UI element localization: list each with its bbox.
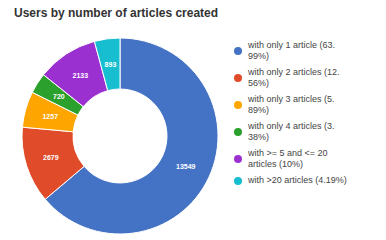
html-text:with only 1 article (63. 99%): with only 1 article (63. 99%): [248, 40, 335, 61]
html-text:Users by number of articles cr: Users by number of articles created: [14, 6, 219, 20]
html-text:with only 2 articles (12. 56%): with only 2 articles (12. 56%): [248, 67, 340, 88]
svg-text:2679: 2679: [43, 154, 59, 161]
svg-text:2133: 2133: [72, 72, 88, 79]
html-text:with only 4 articles (3. 38%): with only 4 articles (3. 38%): [248, 121, 335, 142]
svg-text:13549: 13549: [176, 163, 196, 170]
svg-text:893: 893: [105, 61, 117, 68]
svg-text:720: 720: [53, 93, 65, 100]
html-text:with >= 5 and <= 20 articles (: with >= 5 and <= 20 articles (10%): [248, 148, 328, 169]
svg-text:1257: 1257: [42, 113, 58, 120]
html-text:with >20 articles (4.19%): with >20 articles (4.19%): [248, 175, 347, 185]
html-text:with only 3 articles (5. 89%): with only 3 articles (5. 89%): [248, 94, 335, 115]
